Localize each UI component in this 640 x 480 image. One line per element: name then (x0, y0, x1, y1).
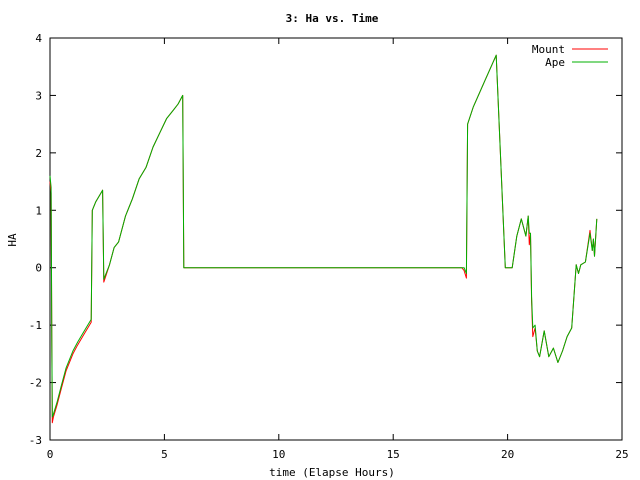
x-tick-label: 5 (161, 448, 168, 461)
y-tick-label: 2 (35, 147, 42, 160)
x-tick-label: 25 (615, 448, 628, 461)
plot-frame (49, 37, 623, 441)
y-tick-label: 1 (35, 204, 42, 217)
x-tick-label: 10 (272, 448, 285, 461)
x-tick-label: 15 (387, 448, 400, 461)
x-tick-label: 20 (501, 448, 514, 461)
x-axis-label: time (Elapse Hours) (269, 466, 395, 479)
x-axis: 0 5 10 15 20 25 (47, 38, 629, 461)
series-line-ape (49, 54, 598, 418)
y-axis: -3 -2 -1 0 1 2 3 4 (29, 32, 622, 447)
y-tick-label: -2 (29, 377, 42, 390)
legend-label: Mount (532, 43, 565, 56)
series-line-mount (49, 54, 598, 424)
x-tick-label: 0 (47, 448, 54, 461)
y-tick-label: 3 (35, 89, 42, 102)
y-axis-label: HA (6, 233, 19, 247)
legend-label: Ape (545, 56, 565, 69)
chart-title: 3: Ha vs. Time (286, 12, 379, 25)
y-tick-label: 4 (35, 32, 42, 45)
y-tick-label: -1 (29, 319, 42, 332)
y-tick-label: 0 (35, 262, 42, 275)
y-tick-label: -3 (29, 434, 42, 447)
series-layer (49, 54, 598, 424)
